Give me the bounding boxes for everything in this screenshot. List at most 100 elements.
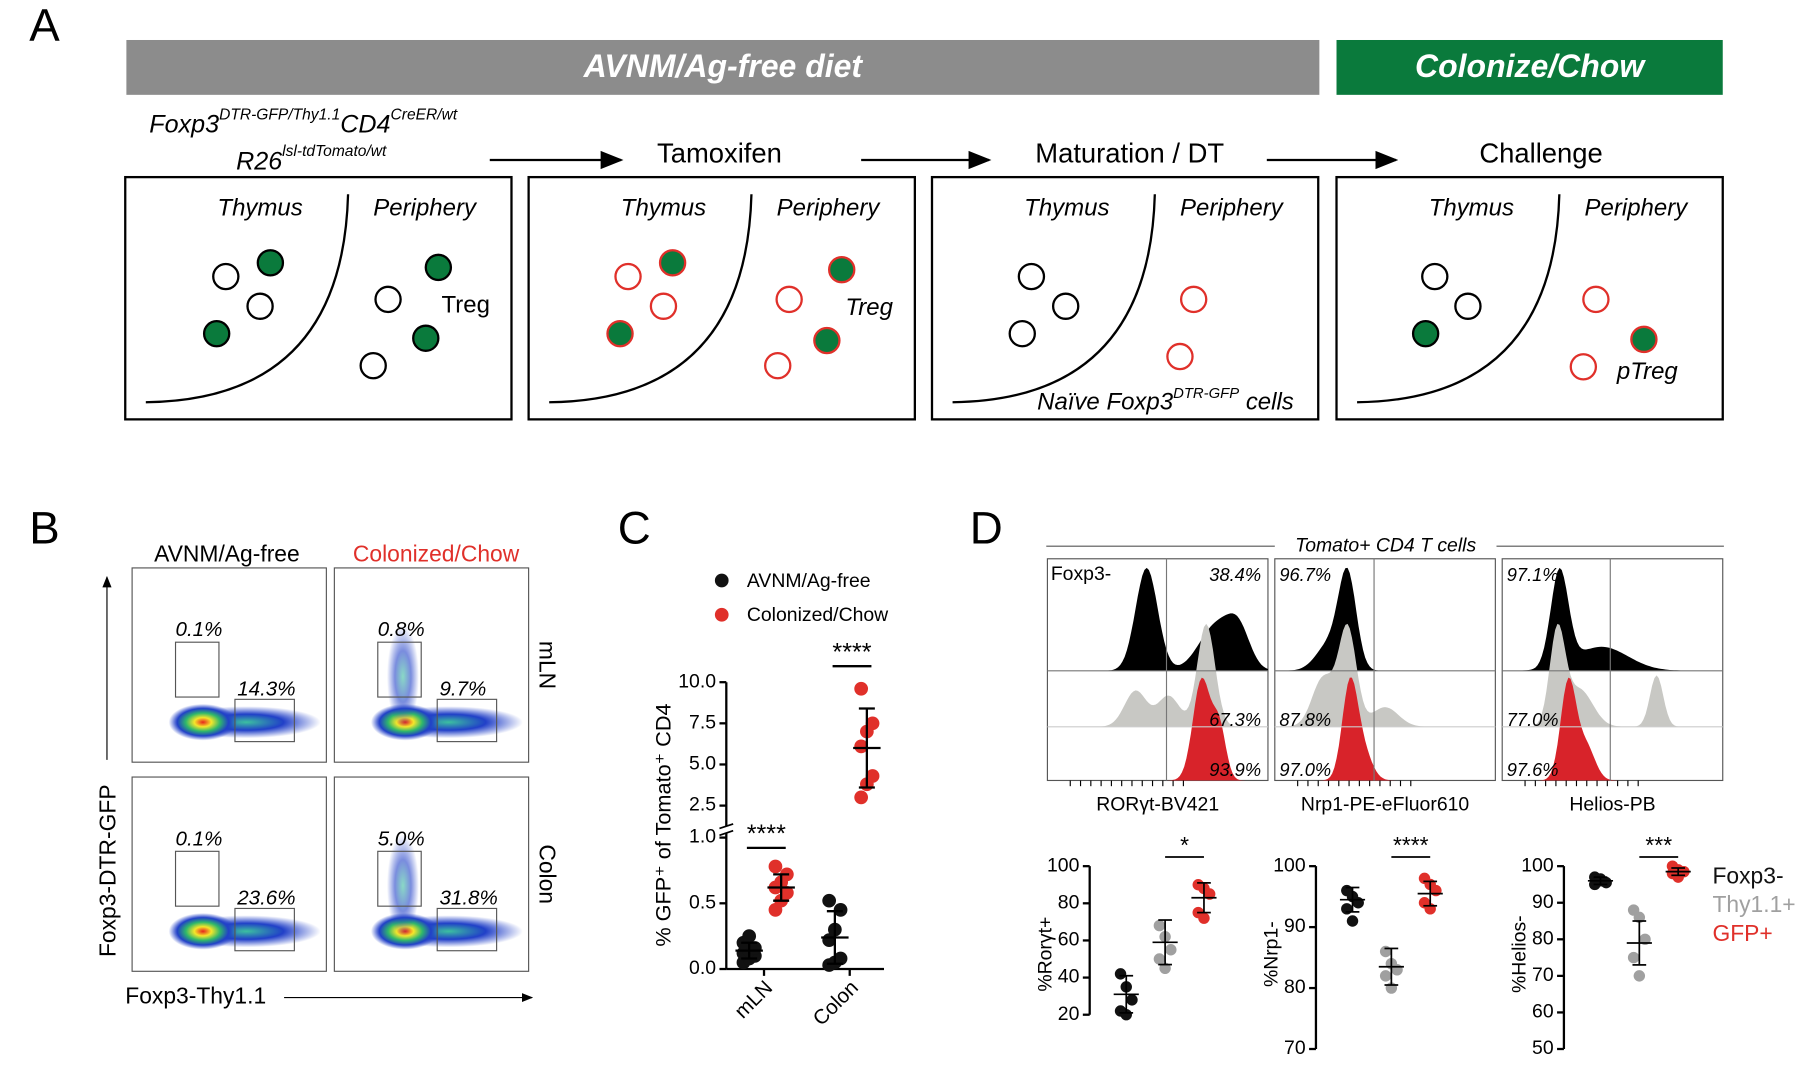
legend-label: AVNM/Ag-free <box>747 570 871 592</box>
legend-label: Colonized/Chow <box>747 604 889 626</box>
data-point <box>768 859 783 874</box>
cell <box>1051 292 1080 320</box>
histogram <box>1274 567 1496 671</box>
header: Tomato+ CD4 T cells <box>1295 534 1476 556</box>
x-tick-label: Colon <box>809 976 863 1030</box>
histogram-percent: 77.0% <box>1507 709 1559 730</box>
cell <box>1179 285 1208 314</box>
header-bg <box>1274 534 1497 558</box>
histogram-percent: 93.9% <box>1209 759 1261 780</box>
data-point <box>1120 1009 1132 1021</box>
thymus-border <box>1357 194 1561 404</box>
y-tick-label: 10.0 <box>678 670 716 692</box>
gate-percent: 5.0% <box>378 827 425 850</box>
legend-marker <box>714 573 729 588</box>
diet-bar-label: AVNM/Ag-free diet <box>583 48 864 84</box>
gate <box>436 907 498 952</box>
cell-label: pTreg <box>1616 358 1679 385</box>
axis-break <box>719 823 734 837</box>
histogram <box>1047 623 1268 727</box>
y-tick-label: 100 <box>1521 854 1554 876</box>
cell-label: Treg <box>442 292 490 319</box>
genotype: R26lsl-tdTomato/wt <box>236 143 387 175</box>
stage-note: Naïve Foxp3DTR-GFP cells <box>1037 386 1294 416</box>
legend-marker <box>714 607 729 622</box>
y-tick-label: 7.5 <box>689 711 716 733</box>
stage-box <box>1335 175 1724 421</box>
gate <box>174 850 220 907</box>
data-point <box>1391 964 1403 976</box>
histogram <box>1502 623 1723 727</box>
data-point <box>833 903 848 917</box>
text-part: R26 <box>236 147 282 175</box>
thymus-label: Thymus <box>1429 194 1514 221</box>
histogram-percent: 97.0% <box>1279 759 1331 780</box>
cell <box>649 292 678 320</box>
legend-label: GFP+ <box>1712 920 1772 946</box>
histogram-percent: 96.7% <box>1279 564 1331 585</box>
row-label: mLN <box>535 641 561 689</box>
data-point <box>1633 970 1646 982</box>
y-tick-label: 5.0 <box>689 753 716 775</box>
cell <box>374 285 402 314</box>
superscript: CreER/wt <box>391 107 458 124</box>
data-point <box>1430 884 1442 897</box>
gate <box>377 850 422 907</box>
gate <box>377 641 422 698</box>
text-part: Naïve Foxp3 <box>1037 389 1174 416</box>
periphery-label: Periphery <box>777 194 882 221</box>
data-point <box>742 929 757 944</box>
axis-label: %Nrp1- <box>1261 921 1283 987</box>
gate-percent: 9.7% <box>439 678 486 701</box>
y-tick-label: 1.0 <box>689 826 716 848</box>
histogram <box>1047 567 1268 671</box>
y-tick-label: 90 <box>1532 891 1554 913</box>
histogram-row-label: GFP+ <box>1051 731 1102 753</box>
histogram-percent: 97.1% <box>1507 564 1559 585</box>
legend-label: Thy1.1+ <box>1712 891 1795 917</box>
significance: **** <box>1393 832 1429 858</box>
data-point <box>854 681 869 696</box>
y-tick-label: 100 <box>1273 854 1306 876</box>
text-part: CD4 <box>340 110 390 138</box>
y-tick-label: 100 <box>1047 854 1080 876</box>
periphery-label: Periphery <box>1180 194 1285 221</box>
y-tick-label: 20 <box>1058 1003 1080 1025</box>
density-spread <box>386 834 419 938</box>
data-point <box>1153 953 1166 965</box>
data-point <box>1114 968 1127 980</box>
cell <box>1166 342 1194 371</box>
cell <box>1008 319 1036 348</box>
cell <box>424 253 453 282</box>
genotype: Foxp3DTR-GFP/Thy1.1CD4CreER/wt <box>149 107 458 139</box>
data-point <box>865 716 880 731</box>
data-point <box>1627 951 1640 964</box>
y-tick-label: 2.5 <box>689 794 716 816</box>
cell <box>1017 262 1046 291</box>
cell <box>828 255 856 284</box>
histogram-row-label: Foxp3- <box>1051 563 1111 585</box>
gate-percent: 0.1% <box>176 827 223 850</box>
density-core <box>168 913 238 950</box>
density <box>370 834 523 950</box>
column-label: Colonized/Chow <box>353 540 520 566</box>
data-point <box>1352 897 1364 909</box>
y-tick-label: 70 <box>1532 964 1554 986</box>
y-tick-label: 60 <box>1532 1001 1554 1023</box>
gate-percent: 31.8% <box>439 887 497 910</box>
data-point <box>1379 970 1392 982</box>
histogram <box>1047 677 1268 781</box>
cell <box>1421 262 1449 291</box>
gate <box>436 698 498 743</box>
thymus-label: Thymus <box>1024 194 1109 221</box>
y-tick-label: 60 <box>1058 929 1080 951</box>
gate-percent: 23.6% <box>236 887 295 910</box>
axis-label: %Helios- <box>1509 915 1531 993</box>
gate <box>234 907 295 952</box>
density-spread <box>386 625 419 728</box>
histogram-percent: 97.6% <box>1507 759 1559 780</box>
thymus-border <box>952 194 1156 404</box>
data-point <box>1126 994 1138 1006</box>
